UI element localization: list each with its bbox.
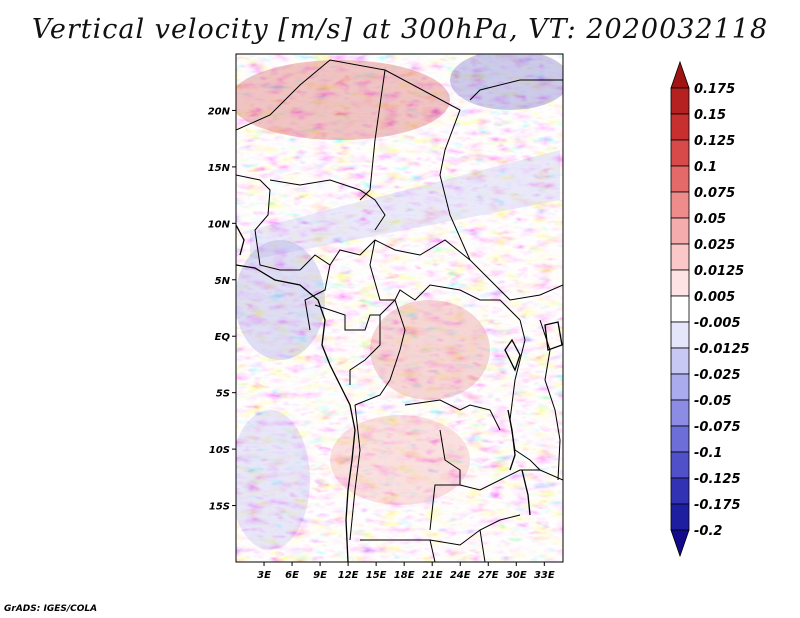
colorbar-label: -0.125 [694,472,741,487]
colorbar-label: -0.05 [694,394,731,409]
colorbar-label: -0.2 [694,524,722,539]
colorbar-label: 0.175 [694,82,735,97]
colorbar-segment [670,373,690,401]
lon-tick-label: 24E [450,570,471,581]
colorbar-arrow-top [670,60,690,89]
colorbar-segment [670,321,690,349]
colorbar-label: 0.05 [694,212,726,227]
colorbar-segment [670,87,690,115]
lat-tick-label: 20N [208,106,231,117]
colorbar-segment [670,165,690,193]
lat-tick-label: 5S [216,389,230,400]
latitude-axis: 20N 15N 10N 5N EQ 5S 10S 15S [208,106,236,513]
lat-tick-label: 15S [209,502,230,513]
colorbar-segment [670,113,690,141]
colorbar-label: -0.025 [694,368,741,383]
lon-tick-label: 21E [422,570,443,581]
lat-tick-label: EQ [215,332,231,343]
lon-tick-label: 9E [313,570,327,581]
lon-tick-label: 30E [506,570,527,581]
colorbar-label: 0.125 [694,134,735,149]
lon-tick-label: 15E [366,570,387,581]
colorbar-segment [670,399,690,427]
map-panel [236,54,563,562]
lon-tick-label: 6E [285,570,299,581]
colorbar-label: 0.15 [694,108,726,123]
colorbar-segment [670,269,690,297]
lat-tick-label: 10S [209,445,230,456]
lon-tick-label: 3E [257,570,271,581]
colorbar-label: 0.075 [694,186,735,201]
colorbar-segment [670,217,690,245]
colorbar-label: 0.1 [694,160,717,175]
colorbar-segment [670,477,690,505]
colorbar-arrow-bottom [670,529,690,558]
lat-tick-label: 15N [208,163,231,174]
colorbar: 0.175 0.15 0.125 0.1 0.075 0.05 0.025 0.0125 0.0… [670,60,750,558]
chart-title: Vertical velocity [m/s] at 300hPa, VT: 2… [31,14,769,45]
colorbar-label: -0.1 [694,446,722,461]
colorbar-segment [670,503,690,531]
lon-tick-label: 12E [338,570,359,581]
colorbar-label: -0.005 [694,316,741,331]
colorbar-segment [670,425,690,453]
map-frame [235,53,564,563]
colorbar-segment [670,243,690,271]
colorbar-segment [670,451,690,479]
colorbar-label: -0.175 [694,498,741,513]
country-borders [236,59,563,562]
longitude-axis: 3E 6E 9E 12E 15E 18E 21E 24E 27E 30E 33E [257,562,555,581]
lat-tick-label: 10N [208,219,231,230]
colorbar-segment [670,139,690,167]
coastlines [236,224,563,562]
colorbar-segment [670,295,690,323]
colorbar-segment [670,191,690,219]
colorbar-label: 0.0125 [694,264,744,279]
colorbar-label: 0.025 [694,238,735,253]
lon-tick-label: 27E [478,570,499,581]
lon-tick-label: 33E [534,570,555,581]
colorbar-label: 0.005 [694,290,735,305]
colorbar-label: -0.075 [694,420,741,435]
colorbar-label: -0.0125 [694,342,750,357]
lon-tick-label: 18E [394,570,415,581]
lat-tick-label: 5N [215,276,231,287]
colorbar-segment [670,347,690,375]
grads-credit: GrADS: IGES/COLA [4,604,98,614]
